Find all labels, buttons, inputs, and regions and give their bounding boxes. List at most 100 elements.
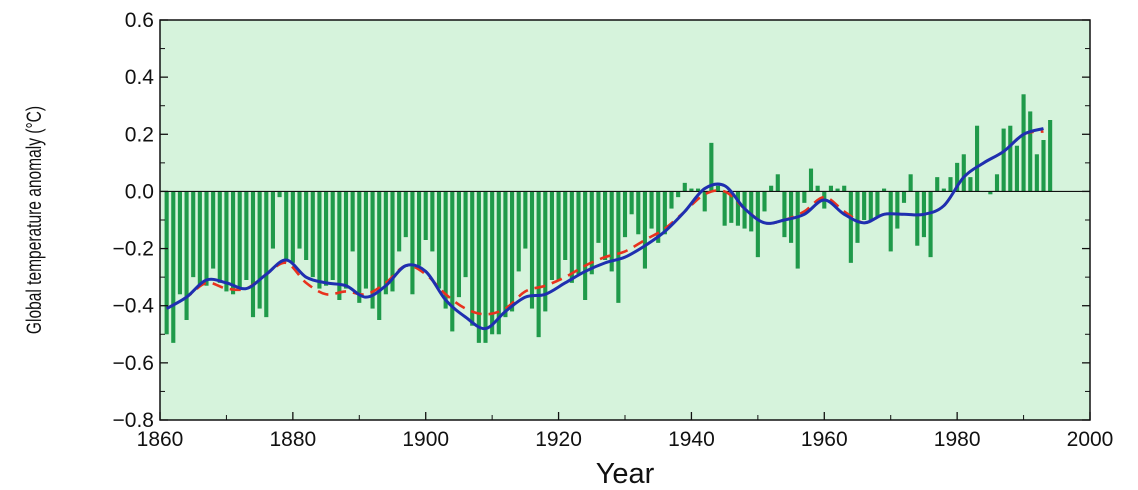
anomaly-bar <box>529 191 535 309</box>
anomaly-bar <box>370 191 375 309</box>
anomaly-bar <box>988 191 993 195</box>
anomaly-bar <box>583 191 588 300</box>
anomaly-bar <box>941 188 946 192</box>
anomaly-bar <box>775 174 780 192</box>
anomaly-bar <box>636 191 641 235</box>
anomaly-bar <box>284 191 289 260</box>
anomaly-bar <box>217 191 222 283</box>
anomaly-bar <box>244 191 249 280</box>
anomaly-bar <box>450 191 455 332</box>
anomaly-bar <box>310 191 315 278</box>
anomaly-bar <box>436 191 442 289</box>
anomaly-bar <box>224 191 229 292</box>
anomaly-bar <box>888 191 893 252</box>
anomaly-bar <box>895 191 900 229</box>
solid-smooth-series <box>165 127 1044 331</box>
anomaly-bar <box>715 185 721 192</box>
anomaly-bar <box>470 191 475 326</box>
anomaly-bar <box>875 191 880 218</box>
y-axis-title: Global temperature anomaly (°C) <box>22 106 46 334</box>
y-tick-label: 0.4 <box>125 66 155 89</box>
anomaly-bar <box>828 185 833 192</box>
x-tick-label: 1920 <box>535 428 582 451</box>
anomaly-bar <box>377 191 382 320</box>
anomaly-bar <box>696 188 701 192</box>
anomaly-bar <box>317 191 322 289</box>
anomaly-bar <box>536 191 541 338</box>
anomaly-bar <box>164 191 169 335</box>
anomaly-bar <box>795 191 800 269</box>
anomaly-bar <box>403 191 408 238</box>
anomaly-bar <box>815 185 820 192</box>
anomaly-bar <box>702 191 707 212</box>
anomaly-bar <box>204 191 209 286</box>
x-tick-label: 1960 <box>801 428 848 451</box>
anomaly-bar <box>882 188 887 192</box>
anomaly-bar <box>1034 154 1039 192</box>
anomaly-bar <box>257 191 262 309</box>
anomaly-bar <box>490 191 495 335</box>
anomaly-bar <box>676 191 681 198</box>
anomaly-bar <box>177 191 182 295</box>
anomaly-bar <box>762 191 767 212</box>
anomaly-bar <box>835 188 840 192</box>
x-tick-label: 1980 <box>934 428 981 451</box>
anomaly-bar <box>908 174 913 192</box>
anomaly-bar <box>935 177 940 192</box>
y-tick-label: 0.2 <box>125 123 154 146</box>
y-tick-label: −0.4 <box>113 295 155 318</box>
anomaly-bar <box>463 191 468 278</box>
anomaly-bar <box>649 191 654 229</box>
anomaly-bar <box>709 142 714 192</box>
anomaly-bar <box>264 191 269 318</box>
anomaly-bar <box>184 191 189 320</box>
anomaly-bar <box>689 188 694 192</box>
anomaly-bar <box>994 174 1000 192</box>
anomaly-bar <box>656 191 661 243</box>
y-tick-label: −0.8 <box>113 409 154 432</box>
anomaly-bar <box>629 191 634 215</box>
anomaly-bar <box>231 191 236 295</box>
anomaly-bar <box>563 191 568 260</box>
y-tick-label: −0.2 <box>113 238 154 261</box>
anomaly-bar <box>802 191 807 203</box>
anomaly-bar <box>330 191 335 280</box>
anomaly-bar <box>343 191 349 289</box>
anomaly-bar <box>337 191 342 300</box>
anomaly-bar <box>290 191 295 263</box>
anomaly-bar <box>855 191 860 243</box>
anomaly-bar <box>350 191 355 252</box>
anomaly-bar <box>848 191 853 263</box>
anomaly-bar <box>430 191 435 252</box>
anomaly-bar <box>622 191 628 238</box>
anomaly-bar <box>769 185 774 192</box>
anomaly-bar <box>968 177 973 192</box>
anomaly-bar <box>483 191 488 343</box>
anomaly-bar <box>410 191 415 295</box>
anomaly-bar <box>510 191 515 312</box>
anomaly-bar <box>682 182 687 192</box>
anomaly-bar <box>171 191 176 343</box>
anomaly-bar <box>735 191 740 226</box>
anomaly-bar <box>948 177 953 192</box>
x-tick-label: 1880 <box>269 428 316 451</box>
anomaly-bar <box>576 191 581 275</box>
anomaly-bar <box>1008 125 1013 192</box>
anomaly-bar <box>1001 128 1006 192</box>
anomaly-bar <box>1014 145 1019 192</box>
anomaly-bar <box>901 191 907 203</box>
x-tick-label: 1940 <box>668 428 715 451</box>
y-tick-label: 0.6 <box>125 9 154 32</box>
anomaly-bar <box>842 185 847 192</box>
anomaly-bar <box>250 191 256 318</box>
x-tick-label: 1900 <box>402 428 449 451</box>
anomaly-bar <box>955 162 960 192</box>
anomaly-bar <box>357 191 362 303</box>
anomaly-bar <box>496 191 501 335</box>
anomaly-bar <box>961 154 966 192</box>
anomaly-bar <box>1041 140 1046 192</box>
anomaly-bar <box>456 191 461 298</box>
anomaly-bar <box>862 191 867 220</box>
anomaly-bar <box>596 191 601 243</box>
anomaly-bar <box>417 191 422 266</box>
